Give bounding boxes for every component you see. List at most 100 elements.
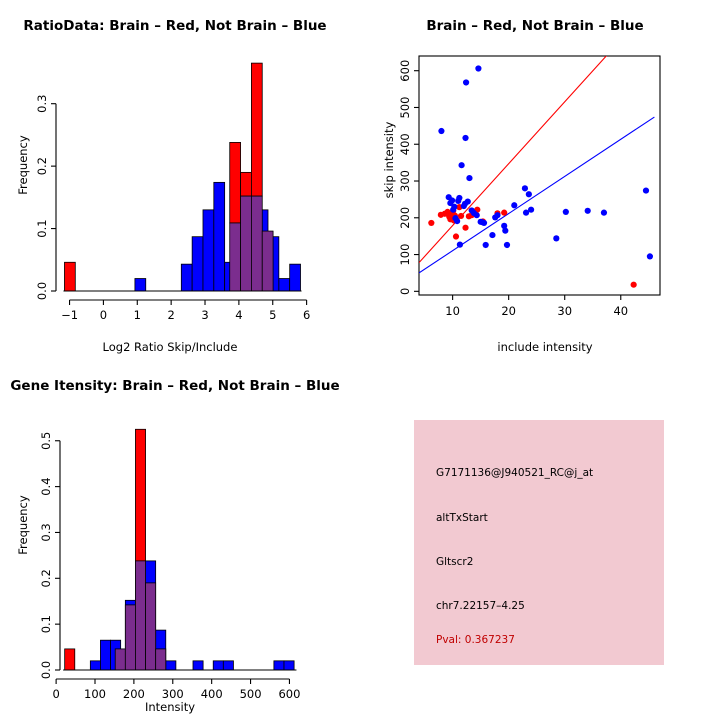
histogram-bar-notbrain [100, 639, 111, 671]
histogram-bar-overlap [240, 195, 252, 292]
x-tick-label: 30 [557, 304, 572, 318]
x-tick-label: −1 [61, 308, 78, 322]
histogram-bar-notbrain [180, 263, 193, 292]
x-tick-label: 3 [201, 308, 208, 322]
scatter-point-notbrain [584, 207, 591, 214]
scatter-point-notbrain [646, 253, 654, 260]
x-tick-label: 500 [240, 687, 262, 701]
scatter-point-brain [457, 212, 465, 220]
scatter-point-notbrain [489, 231, 496, 239]
scatter-point-notbrain [466, 174, 473, 182]
x-tick-label: 5 [269, 308, 276, 322]
scatter-point-notbrain [521, 185, 529, 192]
y-tick-label: 0.5 [39, 432, 53, 450]
scatter-point-notbrain [438, 127, 445, 135]
x-tick-label: 6 [303, 308, 310, 322]
histogram-bar-brain [251, 62, 263, 197]
panel-gene-info: G7171136@J940521_RC@j_at altTxStart Glts… [360, 360, 720, 720]
y-tick-label: 0 [398, 288, 412, 295]
histogram-bar-notbrain [289, 263, 301, 292]
scatter-plot: 0 100 200 300 400 500 600 10 20 30 40 [398, 55, 661, 318]
histogram-bar-notbrain [89, 660, 101, 671]
x-tick-label: 100 [84, 687, 106, 701]
panel-ratio-histogram: RatioData: Brain – Red, Not Brain – Blue… [0, 0, 360, 360]
scatter-point-brain [452, 233, 460, 240]
histogram-bar-notbrain [191, 236, 204, 292]
pval-text: Pval: 0.367237 [436, 634, 515, 646]
scatter-point-notbrain [480, 219, 488, 227]
scatter-point-notbrain [494, 212, 501, 219]
plot-frame [418, 55, 661, 296]
scatter-point-notbrain [462, 134, 469, 142]
gene-histogram-xlabel: Intensity [144, 700, 196, 714]
panel-intensity-scatter: Brain – Red, Not Brain – Blue 0 100 200 300… [360, 0, 720, 360]
regression-line-brain-fit [419, 56, 607, 264]
scatter-point-notbrain [462, 79, 470, 86]
x-tick-label: 600 [278, 687, 300, 701]
histogram-bar-notbrain [192, 660, 204, 671]
y-tick-label: 0.2 [39, 569, 53, 587]
scatter-point-notbrain [456, 241, 464, 248]
probe-id-text: G7171136@J940521_RC@j_at [436, 467, 594, 479]
histogram-bar-overlap [229, 222, 241, 292]
scatter-point-notbrain [600, 209, 608, 216]
histogram-bar-brain [64, 648, 76, 671]
scatter-point-notbrain [522, 209, 530, 216]
gene-symbol-text: Gltscr2 [436, 556, 474, 568]
ratio-histogram-plot: 0.0 0.1 0.2 0.3 −1 0 1 2 3 4 5 6 [35, 62, 310, 322]
y-tick-label: 600 [398, 60, 412, 82]
y-tick-label: 0.0 [39, 661, 53, 679]
scatter-point-notbrain [553, 235, 560, 242]
x-tick-label: 200 [123, 687, 145, 701]
histogram-bar-notbrain [202, 209, 215, 292]
histogram-bar-brain [135, 428, 146, 562]
histogram-bar-brain [114, 648, 126, 671]
scatter-point-notbrain [502, 227, 509, 234]
y-tick-label: 500 [398, 97, 412, 119]
scatter-point-notbrain [451, 203, 458, 210]
y-tick-label: 0.0 [35, 282, 49, 300]
histogram-bar-brain [229, 142, 241, 224]
histogram-bar-notbrain [212, 660, 224, 671]
gene-histogram-title: Gene Itensity: Brain – Red, Not Brain – … [10, 378, 340, 394]
histogram-bar-overlap [251, 195, 263, 292]
x-tick-label: 300 [162, 687, 184, 701]
scatter-point-notbrain [448, 197, 456, 204]
y-tick-label: 400 [398, 133, 412, 155]
scatter-point-brain [462, 224, 469, 231]
scatter-point-notbrain [511, 202, 518, 209]
scatter-point-notbrain [562, 208, 569, 216]
histogram-bar-overlap [261, 230, 274, 292]
histogram-bar-brain [64, 261, 76, 292]
gene-histogram-plot: 0.0 0.1 0.2 0.3 0.4 0.5 0 100 200 300 400 500 600 [39, 428, 300, 701]
histogram-bar-overlap [155, 648, 167, 671]
y-tick-label: 0.4 [39, 477, 53, 495]
y-tick-label: 0.2 [35, 157, 49, 175]
scatter-ylabel: skip intensity [382, 121, 396, 199]
y-tick-label: 100 [398, 244, 412, 266]
y-tick-label: 0.3 [35, 95, 49, 113]
histogram-bar-notbrain [222, 660, 234, 671]
scatter-point-notbrain [454, 217, 461, 225]
scatter-point-notbrain [642, 187, 650, 194]
y-tick-label: 300 [398, 170, 412, 192]
histogram-bar-notbrain [273, 660, 285, 671]
x-tick-label: 40 [613, 304, 628, 318]
locus-text: chr7.22157–4.25 [436, 600, 525, 612]
ratio-histogram-title: RatioData: Brain – Red, Not Brain – Blue [23, 18, 327, 34]
histogram-bar-overlap [135, 560, 146, 671]
scatter-point-notbrain [473, 212, 480, 219]
scatter-title: Brain – Red, Not Brain – Blue [426, 18, 644, 34]
scatter-point-notbrain [482, 241, 489, 249]
y-tick-label: 0.3 [39, 523, 53, 541]
histogram-bar-overlap [124, 604, 136, 671]
histogram-bar-notbrain [165, 660, 177, 671]
scatter-point-notbrain [525, 191, 532, 198]
scatter-point-notbrain [458, 162, 465, 169]
histogram-bar-overlap [145, 582, 157, 671]
histogram-bar-notbrain [278, 278, 291, 292]
histogram-bar-notbrain [134, 278, 147, 292]
y-tick-label: 0.1 [39, 615, 53, 633]
gene-histogram-ylabel: Frequency [16, 495, 30, 555]
